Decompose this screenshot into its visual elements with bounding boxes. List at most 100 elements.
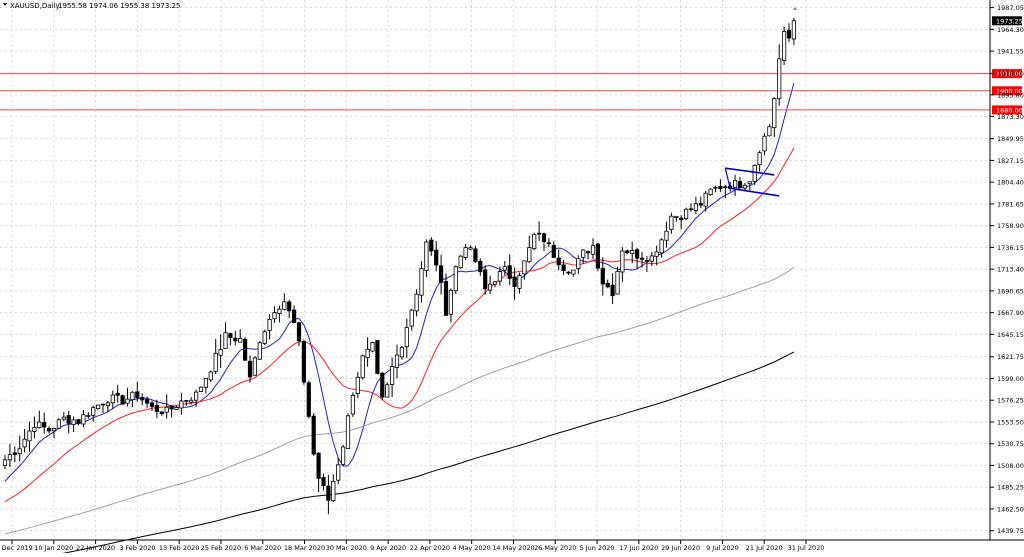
candle[interactable] — [443, 273, 449, 316]
candle[interactable] — [130, 390, 135, 408]
candle[interactable] — [242, 337, 248, 361]
candle[interactable] — [37, 410, 42, 429]
candle[interactable] — [360, 354, 365, 380]
candle[interactable] — [537, 221, 542, 241]
candle[interactable] — [610, 273, 615, 305]
candle[interactable] — [693, 196, 699, 214]
candle[interactable] — [345, 413, 351, 449]
candle[interactable] — [434, 241, 439, 272]
candle[interactable] — [762, 133, 767, 156]
candle[interactable] — [679, 215, 684, 230]
candle[interactable] — [399, 345, 405, 360]
candle[interactable] — [576, 255, 581, 275]
candle[interactable] — [522, 260, 527, 280]
candle[interactable] — [140, 393, 145, 406]
candle[interactable] — [301, 339, 307, 385]
candle[interactable] — [649, 251, 654, 267]
candles[interactable] — [2, 17, 797, 515]
candle[interactable] — [208, 370, 213, 383]
candle[interactable] — [198, 386, 204, 392]
candle[interactable] — [96, 404, 101, 410]
candle[interactable] — [733, 174, 738, 197]
candle[interactable] — [586, 250, 591, 260]
flag-pattern[interactable] — [724, 167, 780, 197]
candle[interactable] — [350, 392, 356, 417]
candle[interactable] — [252, 356, 257, 376]
candle[interactable] — [684, 207, 689, 221]
candle[interactable] — [228, 332, 233, 346]
candle[interactable] — [404, 318, 409, 358]
candle[interactable] — [76, 418, 81, 426]
candle[interactable] — [61, 411, 66, 422]
candle[interactable] — [453, 265, 458, 294]
candle[interactable] — [154, 399, 159, 419]
candle[interactable] — [698, 196, 703, 209]
candle[interactable] — [223, 322, 228, 349]
candle[interactable] — [316, 452, 321, 493]
candle[interactable] — [306, 380, 311, 419]
candle[interactable] — [644, 256, 650, 272]
candle[interactable] — [448, 288, 454, 323]
candle[interactable] — [100, 403, 106, 413]
candle[interactable] — [468, 245, 473, 251]
candle[interactable] — [135, 381, 140, 402]
candle[interactable] — [527, 235, 532, 263]
candle[interactable] — [478, 258, 483, 276]
candle[interactable] — [639, 252, 645, 268]
candle[interactable] — [336, 458, 341, 485]
candle[interactable] — [159, 411, 164, 416]
candle[interactable] — [238, 329, 243, 343]
candle[interactable] — [737, 176, 743, 189]
candle[interactable] — [625, 249, 630, 254]
candle[interactable] — [125, 387, 130, 407]
candle[interactable] — [257, 340, 262, 360]
candle[interactable] — [389, 357, 395, 398]
candle[interactable] — [561, 259, 566, 275]
candle[interactable] — [311, 412, 316, 456]
candle[interactable] — [424, 239, 429, 278]
candle[interactable] — [47, 426, 52, 434]
candle[interactable] — [674, 215, 679, 222]
price-axis[interactable]: 1987.05 1964.30 1941.55 1918.00 1895.80 1873.… — [990, 4, 1024, 535]
candle[interactable] — [492, 281, 498, 288]
candle[interactable] — [296, 321, 302, 347]
candle[interactable] — [291, 305, 297, 324]
candle[interactable] — [277, 305, 282, 323]
candle[interactable] — [615, 266, 620, 295]
candle[interactable] — [340, 444, 346, 467]
candle[interactable] — [497, 266, 503, 286]
candle[interactable] — [7, 443, 12, 468]
candle[interactable] — [483, 265, 488, 295]
candle[interactable] — [2, 454, 8, 470]
candle[interactable] — [571, 269, 576, 277]
candle[interactable] — [365, 337, 370, 367]
candle[interactable] — [17, 435, 22, 462]
candle[interactable] — [429, 237, 434, 256]
candle[interactable] — [772, 97, 777, 138]
candle[interactable] — [786, 23, 792, 43]
candle[interactable] — [752, 164, 757, 185]
candle[interactable] — [546, 238, 552, 248]
candle[interactable] — [718, 179, 723, 193]
candle[interactable] — [115, 384, 120, 403]
candle[interactable] — [32, 416, 37, 439]
candle[interactable] — [144, 396, 150, 408]
candle[interactable] — [566, 271, 571, 276]
candle[interactable] — [27, 421, 32, 452]
candle[interactable] — [169, 405, 174, 418]
candle[interactable] — [419, 261, 424, 303]
candle[interactable] — [463, 243, 468, 261]
candle[interactable] — [595, 242, 601, 272]
candle[interactable] — [22, 429, 27, 453]
candle[interactable] — [556, 249, 561, 271]
candle[interactable] — [331, 474, 336, 503]
candle[interactable] — [370, 341, 375, 353]
candle[interactable] — [620, 247, 625, 282]
candle[interactable] — [458, 255, 463, 269]
candle[interactable] — [767, 124, 772, 137]
candle[interactable] — [630, 241, 635, 264]
candle[interactable] — [385, 382, 390, 398]
candle[interactable] — [179, 392, 184, 415]
